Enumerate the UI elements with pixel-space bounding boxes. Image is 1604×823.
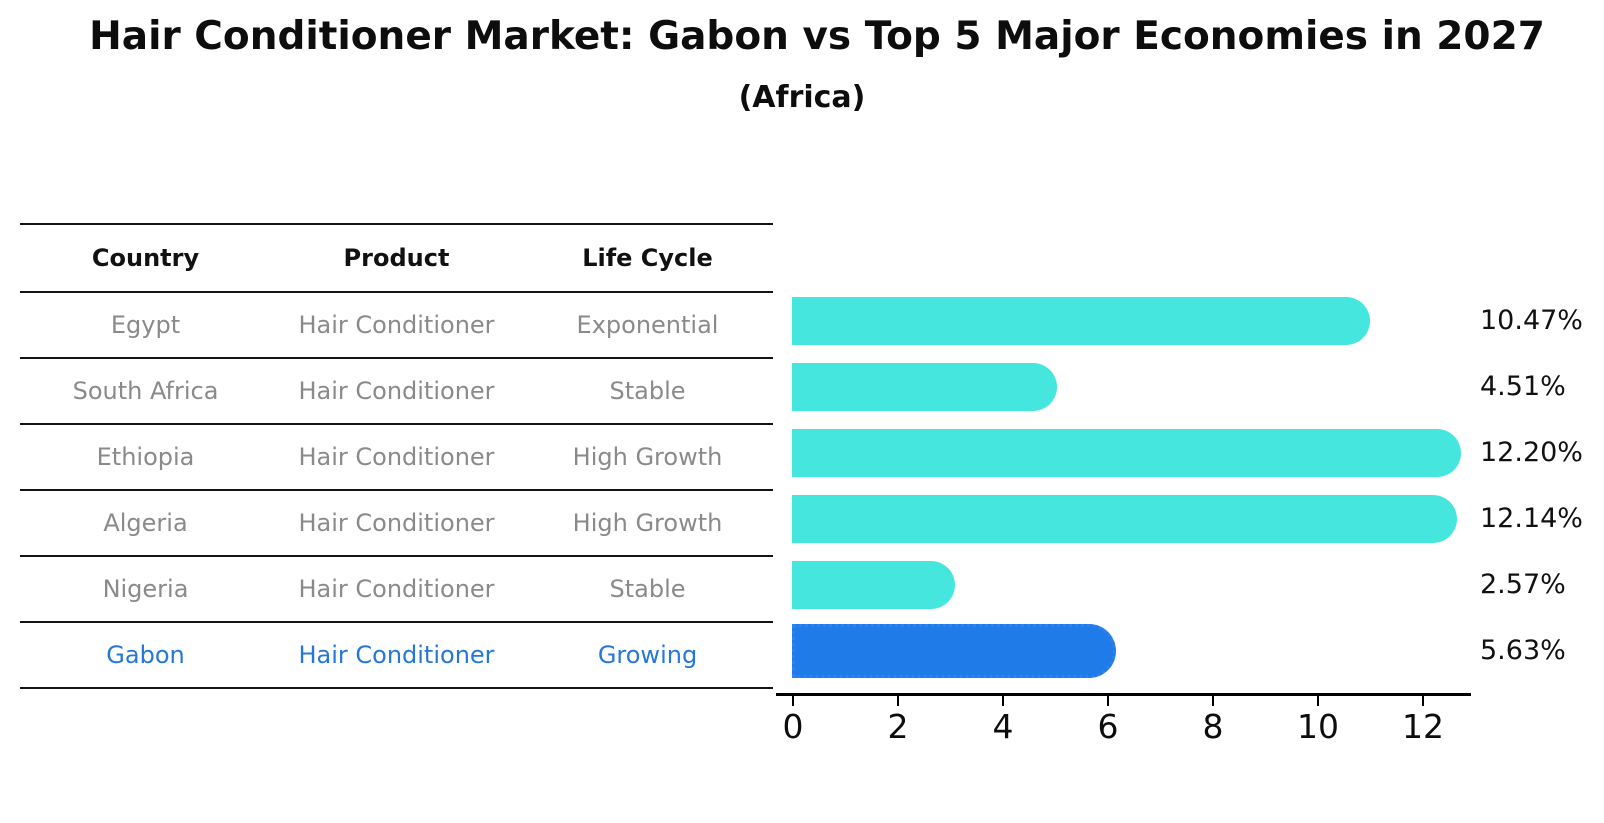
chart-title: Hair Conditioner Market: Gabon vs Top 5 … xyxy=(89,14,1545,59)
table-row: Algeria Hair Conditioner High Growth xyxy=(20,491,773,557)
cell-life-cycle: Stable xyxy=(609,377,686,405)
x-axis-tick-mark xyxy=(1107,695,1110,706)
bar xyxy=(792,561,955,609)
x-axis-tick-mark xyxy=(1212,695,1215,706)
column-header-life-cycle: Life Cycle xyxy=(582,244,713,272)
x-axis-tick-label: 0 xyxy=(782,707,804,746)
bar-value-label: 12.14% xyxy=(1480,503,1583,534)
table-header-row: Country Product Life Cycle xyxy=(20,225,773,293)
x-axis-tick-mark xyxy=(1002,695,1005,706)
bar xyxy=(792,297,1370,345)
x-axis-tick-label: 10 xyxy=(1297,707,1339,746)
column-header-country: Country xyxy=(91,244,200,272)
bar xyxy=(792,363,1057,411)
x-axis-tick-label: 6 xyxy=(1097,707,1119,746)
cell-country: South Africa xyxy=(72,377,219,405)
x-axis-tick-mark xyxy=(1422,695,1425,706)
cell-product: Hair Conditioner xyxy=(298,377,495,405)
cell-country: Algeria xyxy=(103,509,188,537)
table-row: South Africa Hair Conditioner Stable xyxy=(20,359,773,425)
bar-value-label: 5.63% xyxy=(1480,635,1566,666)
x-axis-tick-mark xyxy=(792,695,795,706)
table-body: Egypt Hair Conditioner Exponential South Af… xyxy=(20,293,773,689)
cell-life-cycle: High Growth xyxy=(572,509,723,537)
bar xyxy=(792,429,1461,477)
x-axis-tick-label: 2 xyxy=(887,707,909,746)
cell-product: Hair Conditioner xyxy=(298,509,495,537)
cell-life-cycle: Growing xyxy=(597,641,698,669)
bar-value-label: 2.57% xyxy=(1480,569,1566,600)
x-axis-tick-label: 8 xyxy=(1202,707,1224,746)
bar-value-label: 4.51% xyxy=(1480,371,1566,402)
x-axis-tick-label: 12 xyxy=(1402,707,1444,746)
table-row: Egypt Hair Conditioner Exponential xyxy=(20,293,773,359)
bar-value-label: 10.47% xyxy=(1480,305,1583,336)
bar-value-label: 12.20% xyxy=(1480,437,1583,468)
chart-subtitle: (Africa) xyxy=(738,80,866,115)
cell-country: Ethiopia xyxy=(96,443,195,471)
bar-highlight xyxy=(792,624,1116,678)
cell-life-cycle: Stable xyxy=(609,575,686,603)
x-axis-tick-mark xyxy=(1317,695,1320,706)
table-row: Gabon Hair Conditioner Growing xyxy=(20,623,773,689)
cell-country: Gabon xyxy=(106,641,185,669)
table-row: Ethiopia Hair Conditioner High Growth xyxy=(20,425,773,491)
cell-country: Nigeria xyxy=(102,575,189,603)
cell-product: Hair Conditioner xyxy=(298,311,495,339)
cell-country: Egypt xyxy=(110,311,181,339)
cell-product: Hair Conditioner xyxy=(298,443,495,471)
cell-life-cycle: Exponential xyxy=(576,311,719,339)
bar xyxy=(792,495,1457,543)
x-axis-tick-label: 4 xyxy=(992,707,1014,746)
cell-product: Hair Conditioner xyxy=(298,641,495,669)
cell-product: Hair Conditioner xyxy=(298,575,495,603)
x-axis-line xyxy=(776,693,1471,696)
cell-life-cycle: High Growth xyxy=(572,443,723,471)
table-row: Nigeria Hair Conditioner Stable xyxy=(20,557,773,623)
column-header-product: Product xyxy=(343,244,450,272)
x-axis-tick-mark xyxy=(897,695,900,706)
data-table: Country Product Life Cycle Egypt Hair Con… xyxy=(20,223,773,689)
